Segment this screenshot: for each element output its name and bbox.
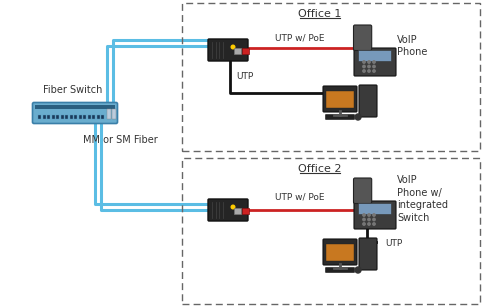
FancyBboxPatch shape xyxy=(33,103,117,124)
FancyBboxPatch shape xyxy=(83,115,86,119)
Circle shape xyxy=(373,223,375,225)
Text: UTP w/ PoE: UTP w/ PoE xyxy=(275,193,325,202)
Circle shape xyxy=(363,65,365,68)
FancyBboxPatch shape xyxy=(323,86,357,112)
FancyBboxPatch shape xyxy=(242,48,249,54)
Circle shape xyxy=(363,223,365,225)
Circle shape xyxy=(368,70,370,72)
Circle shape xyxy=(368,65,370,68)
Circle shape xyxy=(363,61,365,63)
FancyBboxPatch shape xyxy=(42,115,46,119)
Circle shape xyxy=(355,267,361,273)
FancyBboxPatch shape xyxy=(47,115,50,119)
FancyBboxPatch shape xyxy=(208,199,248,221)
Circle shape xyxy=(368,214,370,216)
FancyBboxPatch shape xyxy=(354,178,372,204)
Circle shape xyxy=(363,218,365,221)
FancyBboxPatch shape xyxy=(96,115,100,119)
Circle shape xyxy=(363,70,365,72)
FancyBboxPatch shape xyxy=(354,48,396,76)
Text: Office 1: Office 1 xyxy=(299,9,342,19)
Text: UTP w/ PoE: UTP w/ PoE xyxy=(275,33,325,42)
FancyBboxPatch shape xyxy=(56,115,59,119)
Text: UTP: UTP xyxy=(236,72,253,81)
FancyBboxPatch shape xyxy=(234,48,241,54)
Circle shape xyxy=(363,214,365,216)
Circle shape xyxy=(373,214,375,216)
FancyBboxPatch shape xyxy=(88,115,91,119)
FancyBboxPatch shape xyxy=(101,115,104,119)
Circle shape xyxy=(231,205,235,209)
FancyBboxPatch shape xyxy=(358,203,391,214)
FancyBboxPatch shape xyxy=(325,115,355,120)
FancyBboxPatch shape xyxy=(354,201,396,229)
FancyBboxPatch shape xyxy=(70,115,73,119)
FancyBboxPatch shape xyxy=(242,208,249,214)
FancyBboxPatch shape xyxy=(60,115,64,119)
Circle shape xyxy=(368,218,370,221)
FancyBboxPatch shape xyxy=(325,268,355,273)
Bar xyxy=(182,158,480,304)
Text: VoIP
Phone: VoIP Phone xyxy=(397,35,428,57)
FancyBboxPatch shape xyxy=(326,244,354,261)
FancyBboxPatch shape xyxy=(107,109,111,119)
FancyBboxPatch shape xyxy=(65,115,68,119)
FancyBboxPatch shape xyxy=(358,50,391,61)
Text: Office 2: Office 2 xyxy=(298,164,342,174)
Circle shape xyxy=(355,114,361,120)
FancyBboxPatch shape xyxy=(38,115,41,119)
Text: UTP: UTP xyxy=(385,240,402,249)
FancyBboxPatch shape xyxy=(92,115,95,119)
Text: MM or SM Fiber: MM or SM Fiber xyxy=(83,135,157,145)
Circle shape xyxy=(368,61,370,63)
Circle shape xyxy=(368,223,370,225)
Circle shape xyxy=(373,70,375,72)
Text: VoIP
Phone w/
integrated
Switch: VoIP Phone w/ integrated Switch xyxy=(397,175,448,223)
Bar xyxy=(182,3,480,151)
FancyBboxPatch shape xyxy=(78,115,82,119)
FancyBboxPatch shape xyxy=(74,115,77,119)
FancyBboxPatch shape xyxy=(112,109,115,119)
FancyBboxPatch shape xyxy=(323,239,357,265)
FancyBboxPatch shape xyxy=(359,85,377,117)
FancyBboxPatch shape xyxy=(234,208,241,214)
Circle shape xyxy=(231,45,235,49)
FancyBboxPatch shape xyxy=(326,91,354,108)
Circle shape xyxy=(373,65,375,68)
FancyBboxPatch shape xyxy=(35,105,115,109)
FancyBboxPatch shape xyxy=(359,238,377,270)
Text: Fiber Switch: Fiber Switch xyxy=(43,85,103,95)
FancyBboxPatch shape xyxy=(354,25,372,51)
Circle shape xyxy=(373,218,375,221)
FancyBboxPatch shape xyxy=(208,39,248,61)
FancyBboxPatch shape xyxy=(52,115,55,119)
Circle shape xyxy=(373,61,375,63)
